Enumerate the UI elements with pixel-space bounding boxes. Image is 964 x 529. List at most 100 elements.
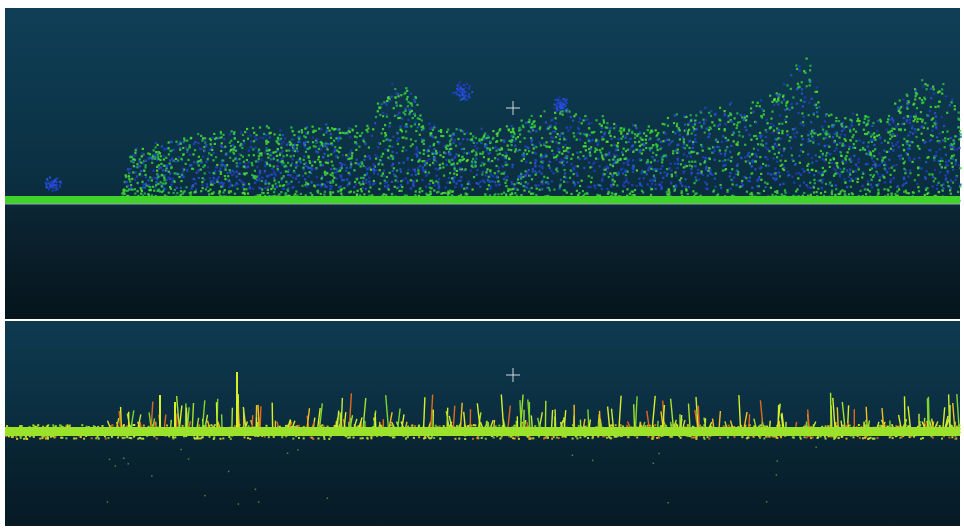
- point: [180, 180, 182, 182]
- point: [202, 156, 204, 158]
- point: [572, 180, 574, 182]
- point: [494, 157, 496, 159]
- point: [722, 135, 724, 137]
- point: [459, 167, 461, 169]
- point: [586, 119, 588, 121]
- point: [628, 182, 630, 184]
- point: [766, 119, 768, 121]
- point: [796, 188, 798, 190]
- point: [822, 167, 824, 169]
- point: [610, 184, 612, 186]
- point: [912, 133, 914, 135]
- point: [874, 162, 876, 164]
- point: [419, 191, 421, 193]
- point: [282, 185, 284, 187]
- point: [686, 165, 688, 167]
- point: [566, 192, 568, 194]
- point: [649, 147, 651, 149]
- point: [870, 184, 872, 186]
- point: [951, 162, 953, 164]
- point: [886, 151, 888, 153]
- point: [941, 88, 943, 90]
- point: [755, 153, 757, 155]
- point: [908, 176, 910, 178]
- point: [224, 178, 226, 180]
- point: [641, 138, 643, 140]
- point: [410, 125, 412, 127]
- point: [736, 170, 738, 172]
- point: [926, 88, 928, 90]
- point: [654, 184, 656, 186]
- point: [863, 129, 865, 131]
- point: [906, 119, 908, 121]
- point: [442, 166, 444, 168]
- point: [938, 160, 940, 162]
- point: [130, 160, 132, 162]
- point: [485, 171, 487, 173]
- point: [305, 151, 307, 153]
- point: [922, 101, 924, 103]
- point: [129, 168, 131, 170]
- point: [357, 190, 359, 192]
- point: [610, 135, 612, 137]
- point: [567, 111, 569, 113]
- point: [391, 146, 393, 148]
- point: [651, 147, 653, 149]
- point: [800, 99, 802, 101]
- point: [562, 114, 564, 116]
- point: [873, 144, 875, 146]
- point: [796, 68, 798, 70]
- point: [267, 157, 269, 159]
- point: [423, 139, 425, 141]
- point: [417, 170, 419, 172]
- point: [829, 153, 831, 155]
- point: [909, 172, 911, 174]
- point: [867, 116, 869, 118]
- point: [878, 134, 880, 136]
- point: [772, 177, 774, 179]
- point: [546, 146, 548, 148]
- point: [439, 164, 441, 166]
- point: [280, 179, 282, 181]
- point: [415, 174, 417, 176]
- point: [541, 137, 543, 139]
- point: [295, 167, 297, 169]
- point: [496, 135, 498, 137]
- point: [429, 145, 431, 147]
- point: [933, 93, 935, 95]
- point: [303, 142, 305, 144]
- point: [829, 184, 831, 186]
- point: [155, 181, 157, 183]
- point: [607, 193, 609, 195]
- point: [338, 170, 340, 172]
- point: [319, 161, 321, 163]
- point: [752, 101, 754, 103]
- point: [588, 175, 590, 177]
- point: [772, 194, 774, 196]
- point: [960, 136, 962, 138]
- point: [182, 154, 184, 156]
- point: [911, 125, 913, 127]
- point: [127, 190, 129, 192]
- point: [348, 127, 350, 129]
- point: [632, 191, 634, 193]
- point: [736, 127, 738, 129]
- point: [776, 131, 778, 133]
- point: [555, 128, 557, 130]
- point: [559, 185, 561, 187]
- point: [405, 123, 407, 125]
- point: [291, 162, 293, 164]
- point: [49, 177, 51, 179]
- point: [676, 113, 678, 115]
- point: [500, 139, 502, 141]
- point: [701, 170, 703, 172]
- point: [206, 186, 208, 188]
- point: [555, 122, 557, 124]
- point: [168, 141, 170, 143]
- point: [647, 183, 649, 185]
- point: [518, 182, 520, 184]
- point: [791, 176, 793, 178]
- point: [190, 164, 192, 166]
- point: [877, 189, 879, 191]
- point: [511, 166, 513, 168]
